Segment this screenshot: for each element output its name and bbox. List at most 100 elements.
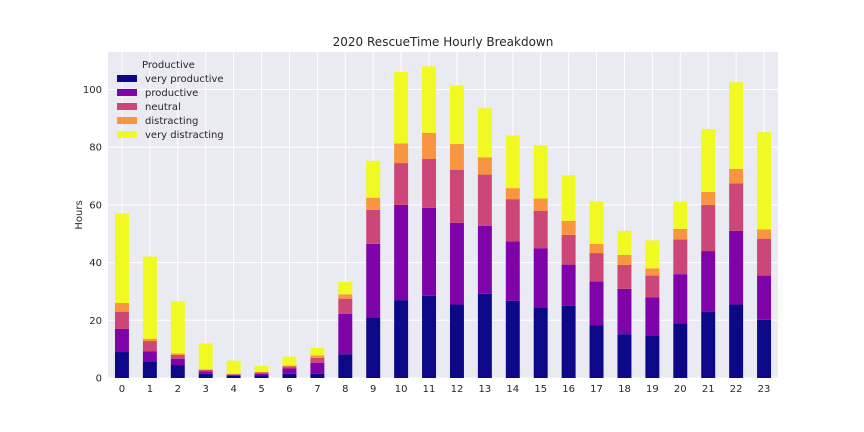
bar-neutral-hour-6 [282,366,297,369]
bar-neutral-hour-2 [170,354,185,359]
bar-productive-hour-4 [226,374,241,376]
bar-very-distracting-hour-13 [477,108,492,158]
bar-productive-hour-16 [561,264,576,306]
bar-neutral-hour-16 [561,234,576,265]
bar-very-distracting-hour-11 [422,66,437,133]
x-tick-label: 16 [562,384,575,395]
legend-label: neutral [145,102,181,113]
bar-distracting-hour-6 [282,365,297,367]
x-tick-label: 23 [758,384,771,395]
bar-neutral-hour-14 [505,199,520,242]
bar-very-productive-hour-3 [198,373,213,378]
legend-swatch [117,103,137,110]
bar-neutral-hour-9 [366,209,381,244]
bar-productive-hour-14 [505,241,520,301]
bar-productive-hour-19 [645,297,660,336]
bar-distracting-hour-2 [170,353,185,355]
bar-neutral-hour-5 [254,372,269,374]
bar-very-productive-hour-20 [673,323,688,378]
bar-neutral-hour-17 [589,253,604,282]
x-tick-label: 11 [423,384,436,395]
bar-very-distracting-hour-1 [142,256,157,339]
bar-very-productive-hour-16 [561,305,576,378]
bar-very-distracting-hour-9 [366,160,381,198]
x-tick-label: 17 [590,384,603,395]
bar-very-distracting-hour-20 [673,201,688,229]
plot-background [108,52,778,378]
bar-very-distracting-hour-5 [254,365,269,372]
bar-very-productive-hour-5 [254,375,269,378]
bar-neutral-hour-3 [198,369,213,372]
x-tick-label: 5 [258,384,264,395]
bar-distracting-hour-5 [254,371,269,373]
bar-productive-hour-12 [449,222,464,305]
bar-very-distracting-hour-3 [198,343,213,370]
bar-neutral-hour-12 [449,169,464,223]
bar-very-productive-hour-21 [701,311,716,378]
bar-neutral-hour-4 [226,374,241,375]
y-tick-labels: 0 20 40 60 80 100 [83,85,102,384]
x-tick-label: 19 [646,384,659,395]
bar-very-distracting-hour-16 [561,175,576,221]
bars [114,66,772,378]
bar-distracting-hour-21 [701,191,716,205]
legend-label: productive [145,88,198,99]
bar-neutral-hour-19 [645,275,660,298]
bar-productive-hour-18 [617,288,632,335]
bar-very-distracting-hour-12 [449,85,464,145]
bar-very-productive-hour-7 [310,373,325,378]
bar-neutral-hour-11 [422,158,437,208]
bar-productive-hour-0 [114,328,129,353]
x-tick-label: 13 [479,384,492,395]
bar-distracting-hour-11 [422,132,437,159]
bar-neutral-hour-0 [114,311,129,329]
bar-distracting-hour-3 [198,369,213,370]
bar-very-distracting-hour-15 [533,145,548,199]
bar-very-distracting-hour-18 [617,230,632,255]
bar-neutral-hour-1 [142,341,157,352]
bar-distracting-hour-15 [533,198,548,211]
bar-very-productive-hour-8 [338,354,353,378]
x-tick-label: 3 [203,384,209,395]
legend-swatch [117,131,137,138]
x-tick-label: 2 [175,384,181,395]
bar-very-productive-hour-15 [533,307,548,378]
y-tick-label: 0 [96,374,102,385]
x-tick-label: 10 [395,384,408,395]
bar-distracting-hour-4 [226,373,241,375]
x-tick-label: 4 [230,384,236,395]
bar-productive-hour-7 [310,362,325,374]
bar-very-productive-hour-11 [422,295,437,378]
bar-productive-hour-6 [282,368,297,374]
bar-very-distracting-hour-19 [645,240,660,269]
bar-neutral-hour-13 [477,174,492,226]
bar-very-productive-hour-9 [366,317,381,378]
bar-very-productive-hour-12 [449,304,464,378]
bar-very-productive-hour-13 [477,293,492,378]
bar-distracting-hour-9 [366,197,381,210]
bar-distracting-hour-10 [394,143,409,164]
bar-very-productive-hour-14 [505,300,520,378]
bar-neutral-hour-7 [310,357,325,363]
bar-very-distracting-hour-6 [282,356,297,366]
bar-productive-hour-15 [533,248,548,308]
bar-neutral-hour-23 [757,238,772,276]
x-tick-labels: 0 1 2 3 4 5 6 7 8 9 10 11 12 13 14 15 16 17 18 19 20 21 22 23 [119,384,771,395]
bar-distracting-hour-14 [505,188,520,200]
bar-very-productive-hour-19 [645,335,660,378]
bar-productive-hour-5 [254,373,269,376]
x-tick-label: 22 [730,384,743,395]
legend-swatch [117,89,137,96]
bar-distracting-hour-18 [617,254,632,265]
bar-distracting-hour-13 [477,157,492,175]
y-tick-label: 20 [89,316,102,327]
legend-swatch [117,75,137,82]
x-tick-label: 8 [342,384,348,395]
bar-distracting-hour-19 [645,268,660,276]
bar-neutral-hour-15 [533,210,548,249]
bar-very-productive-hour-23 [757,319,772,378]
bar-very-distracting-hour-21 [701,129,716,192]
bar-very-distracting-hour-10 [394,71,409,144]
bar-very-distracting-hour-0 [114,213,129,303]
